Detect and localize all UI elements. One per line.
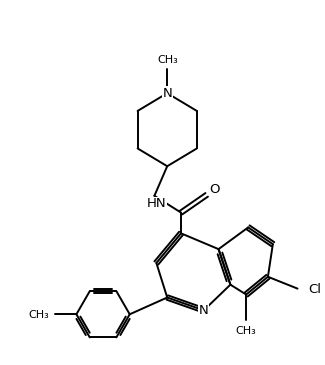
Text: N: N [199,304,209,317]
Text: N: N [162,87,172,100]
Text: CH₃: CH₃ [158,55,179,65]
Text: Cl: Cl [308,283,321,296]
Text: HN: HN [147,197,166,210]
Text: CH₃: CH₃ [236,326,256,336]
Text: CH₃: CH₃ [29,310,49,320]
Text: O: O [209,183,220,196]
